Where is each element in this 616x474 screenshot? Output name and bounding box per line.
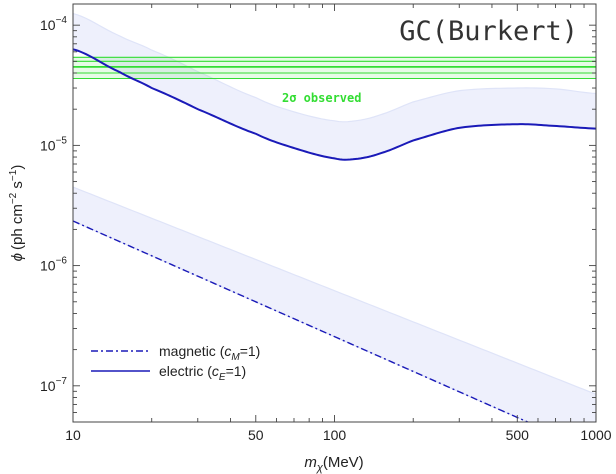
uncertainty-band-1 — [73, 186, 596, 422]
x-tick-label: 10 — [65, 427, 81, 443]
series-line-magnetic — [73, 220, 530, 422]
legend-label-electric: electric (cE=1) — [159, 363, 246, 383]
y-axis-label: ϕ(ph cm−2 s−1) — [8, 165, 26, 262]
legend: magnetic (cM=1) electric (cE=1) — [91, 343, 260, 383]
observed-label: 2σ observed — [282, 91, 361, 105]
chart-title: GC(Burkert) — [399, 16, 578, 47]
x-tick-label: 1000 — [580, 427, 611, 443]
legend-label-magnetic: magnetic (cM=1) — [159, 343, 260, 363]
tick-labels: 10 50 100 500 1000 10−7 10−6 10−5 10−4 — [40, 15, 612, 443]
y-tick-label: 10−7 — [40, 376, 67, 394]
series-line-electric — [73, 48, 596, 161]
axis-ticks — [72, 4, 597, 423]
y-tick-label: 10−6 — [40, 256, 67, 274]
bands — [73, 12, 596, 422]
observed-band — [73, 56, 596, 80]
plot-area — [73, 12, 596, 422]
x-axis-label: mχ(MeV) — [304, 454, 363, 474]
y-tick-label: 10−5 — [40, 135, 67, 153]
y-tick-label: 10−4 — [40, 15, 67, 33]
x-tick-label: 100 — [323, 427, 347, 443]
observed-band-fill — [73, 57, 596, 79]
series-lines — [73, 48, 596, 422]
x-tick-label: 500 — [506, 427, 530, 443]
x-tick-label: 50 — [248, 427, 264, 443]
